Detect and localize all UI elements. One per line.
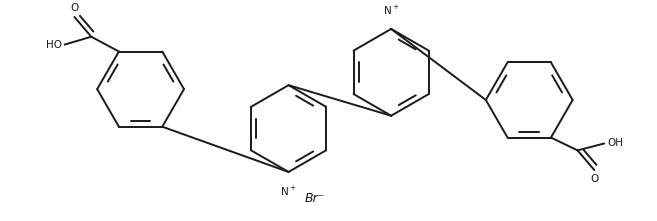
Text: N$^+$: N$^+$ [383, 4, 399, 17]
Text: Br⁻: Br⁻ [305, 192, 325, 205]
Text: O: O [70, 3, 79, 13]
Text: OH: OH [607, 139, 623, 149]
Text: O: O [590, 174, 599, 184]
Text: N$^+$: N$^+$ [281, 185, 297, 198]
Text: HO: HO [46, 40, 62, 50]
